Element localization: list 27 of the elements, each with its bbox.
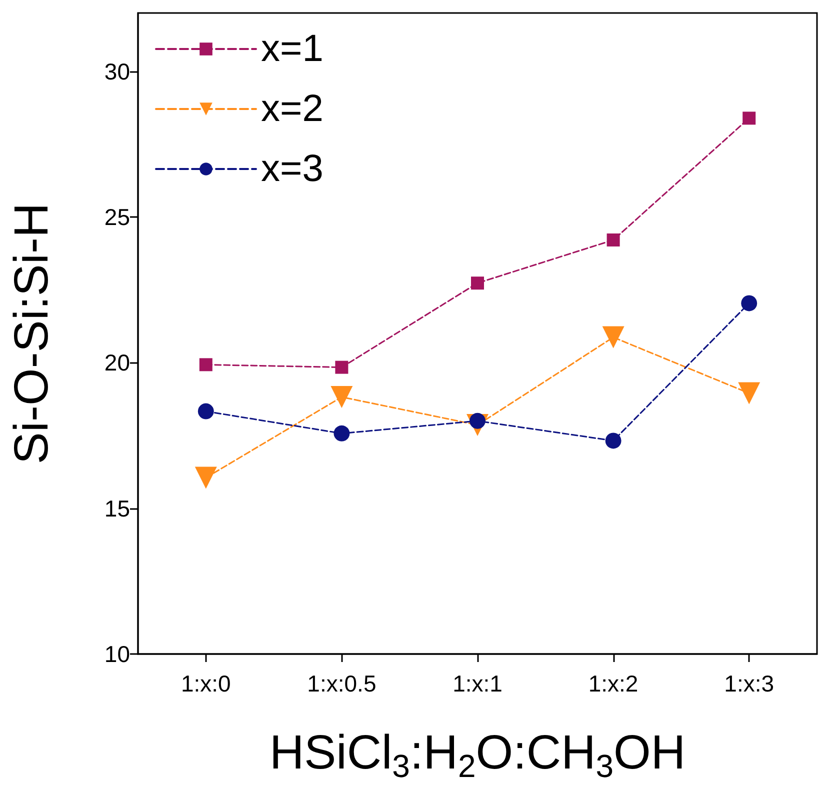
legend-label: x=3 [261, 148, 324, 190]
point [335, 360, 348, 374]
point [738, 382, 760, 404]
y-tick-label: 25 [104, 204, 130, 230]
x-tick-label: 1:x:3 [724, 670, 774, 696]
x-tick-label: 1:x:0 [180, 670, 231, 696]
point [194, 466, 217, 489]
point [334, 425, 350, 442]
point [198, 403, 214, 420]
y-axis-title: Si-O-Si:Si-H [6, 202, 58, 464]
point [199, 358, 212, 372]
point [742, 112, 756, 125]
point [471, 276, 484, 290]
y-tick-label: 30 [104, 58, 130, 84]
point [606, 233, 620, 246]
legend-label: x=2 [261, 88, 324, 130]
point [605, 432, 622, 449]
point [602, 326, 624, 348]
legend-label: x=1 [261, 28, 324, 70]
x-tick-label: 1:x:0.5 [307, 670, 376, 696]
point [330, 386, 353, 408]
x-tick-label: 1:x:2 [588, 670, 638, 696]
point [741, 295, 758, 312]
x-tick-label: 1:x:1 [452, 670, 502, 696]
y-tick-label: 15 [104, 495, 130, 522]
y-tick-label: 20 [104, 350, 130, 376]
y-tick-label: 10 [104, 641, 130, 667]
